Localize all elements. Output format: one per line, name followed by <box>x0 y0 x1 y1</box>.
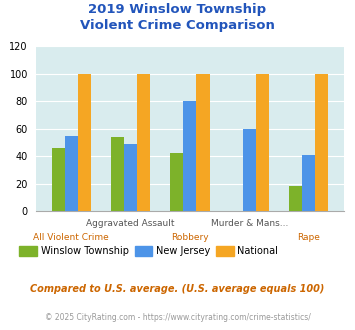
Bar <box>65 136 78 211</box>
Bar <box>170 153 184 211</box>
Bar <box>196 74 209 211</box>
Text: All Violent Crime: All Violent Crime <box>33 233 109 242</box>
Bar <box>137 74 150 211</box>
Bar <box>51 148 65 211</box>
Bar <box>256 74 269 211</box>
Bar <box>302 155 315 211</box>
Text: Robbery: Robbery <box>171 233 209 242</box>
Bar <box>315 74 328 211</box>
Bar <box>289 186 302 211</box>
Text: 2019 Winslow Township
Violent Crime Comparison: 2019 Winslow Township Violent Crime Comp… <box>80 3 275 32</box>
Text: Compared to U.S. average. (U.S. average equals 100): Compared to U.S. average. (U.S. average … <box>30 284 325 294</box>
Text: Murder & Mans...: Murder & Mans... <box>211 219 288 228</box>
Legend: Winslow Township, New Jersey, National: Winslow Township, New Jersey, National <box>16 243 282 260</box>
Bar <box>78 74 91 211</box>
Text: Aggravated Assault: Aggravated Assault <box>86 219 175 228</box>
Text: Rape: Rape <box>297 233 320 242</box>
Bar <box>111 137 124 211</box>
Text: © 2025 CityRating.com - https://www.cityrating.com/crime-statistics/: © 2025 CityRating.com - https://www.city… <box>45 314 310 322</box>
Bar <box>243 129 256 211</box>
Bar <box>124 144 137 211</box>
Bar <box>184 101 196 211</box>
